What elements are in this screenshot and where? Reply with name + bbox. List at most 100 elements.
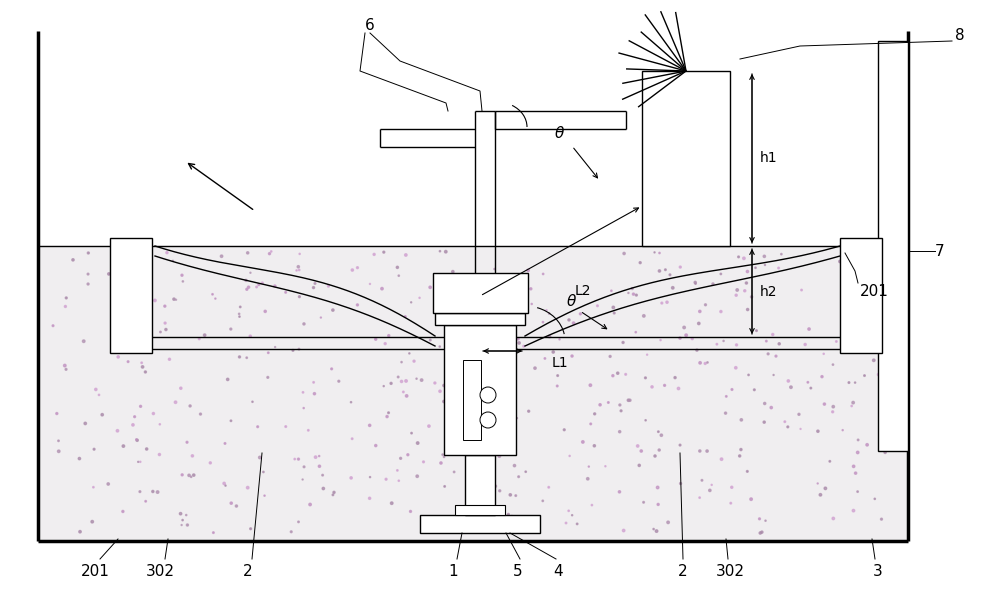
Point xyxy=(873,514,889,524)
Point xyxy=(231,309,247,319)
Point xyxy=(743,495,759,504)
Point xyxy=(845,506,861,516)
Point xyxy=(659,297,675,307)
Point xyxy=(874,408,890,418)
Point xyxy=(173,383,189,393)
Point xyxy=(461,455,477,465)
Point xyxy=(523,284,539,294)
Point xyxy=(315,484,331,493)
Point xyxy=(628,328,644,337)
Point xyxy=(135,362,151,371)
Bar xyxy=(840,238,882,353)
Point xyxy=(140,323,156,332)
Point xyxy=(649,526,665,536)
Point xyxy=(794,285,810,295)
Point xyxy=(713,307,729,316)
Point xyxy=(741,370,757,380)
Point xyxy=(243,524,259,534)
Point xyxy=(644,382,660,392)
Point xyxy=(863,264,879,273)
Point xyxy=(202,458,218,468)
Point xyxy=(362,279,378,288)
Point xyxy=(240,483,256,492)
Point xyxy=(291,517,307,526)
Point xyxy=(825,402,841,412)
Point xyxy=(837,275,853,284)
Point xyxy=(867,494,883,504)
Point xyxy=(507,285,523,295)
Point xyxy=(865,347,881,356)
Point xyxy=(653,335,669,345)
Point xyxy=(137,367,153,377)
Point xyxy=(291,344,307,354)
Point xyxy=(765,330,781,340)
Point xyxy=(713,269,729,279)
Point xyxy=(119,299,135,309)
Point xyxy=(216,478,232,488)
Point xyxy=(597,462,613,471)
Point xyxy=(603,286,619,296)
Point xyxy=(880,336,896,346)
Bar xyxy=(455,505,505,515)
Point xyxy=(480,420,496,430)
Point xyxy=(654,298,670,308)
Point xyxy=(582,380,598,390)
Bar xyxy=(878,41,908,451)
Point xyxy=(488,347,504,357)
Point xyxy=(378,474,394,484)
Point xyxy=(564,510,580,520)
Point xyxy=(290,454,306,464)
Point xyxy=(94,410,110,419)
Point xyxy=(855,300,871,310)
Text: L1: L1 xyxy=(552,356,568,370)
Point xyxy=(622,395,638,405)
Point xyxy=(362,493,378,503)
Point xyxy=(631,460,647,470)
Point xyxy=(511,472,527,481)
Point xyxy=(80,248,96,258)
Point xyxy=(647,451,663,461)
Point xyxy=(748,326,764,335)
Point xyxy=(400,450,416,460)
Point xyxy=(637,373,653,383)
Point xyxy=(871,370,887,379)
Point xyxy=(179,520,195,530)
Point xyxy=(731,252,747,261)
Point xyxy=(876,398,892,407)
Point xyxy=(291,292,307,302)
Point xyxy=(716,336,732,346)
Point xyxy=(240,248,256,258)
Point xyxy=(662,270,678,279)
Point xyxy=(694,475,710,485)
Point xyxy=(141,305,157,314)
Point xyxy=(218,481,234,490)
Point xyxy=(432,246,448,256)
Point xyxy=(600,398,616,407)
Point xyxy=(489,444,505,454)
Text: 201: 201 xyxy=(81,564,109,579)
Point xyxy=(132,487,148,496)
Point xyxy=(510,334,526,344)
Point xyxy=(124,347,140,357)
Point xyxy=(825,407,841,416)
Point xyxy=(859,440,875,450)
Point xyxy=(455,340,471,350)
Point xyxy=(174,520,190,530)
Point xyxy=(403,297,419,307)
Point xyxy=(168,397,184,407)
Point xyxy=(142,297,158,307)
Point xyxy=(757,398,773,408)
Bar xyxy=(463,360,481,440)
Point xyxy=(816,349,832,359)
Point xyxy=(689,346,705,355)
Point xyxy=(91,390,107,400)
Point xyxy=(326,487,342,497)
Point xyxy=(295,475,311,484)
Point xyxy=(650,483,666,492)
Point xyxy=(541,309,557,319)
Point xyxy=(724,483,740,492)
Point xyxy=(483,449,499,459)
Point xyxy=(486,297,502,307)
Point xyxy=(473,507,489,516)
Point xyxy=(566,319,582,328)
